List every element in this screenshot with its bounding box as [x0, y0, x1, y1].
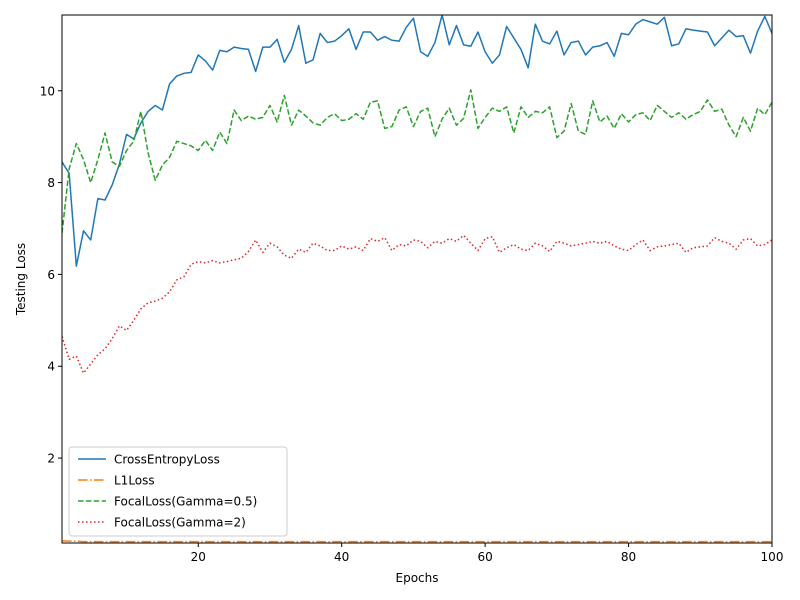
y-tick-label: 4: [47, 360, 55, 374]
plot-frame: [61, 14, 773, 544]
series-line-3: [62, 89, 772, 234]
series-line-2: [62, 539, 772, 543]
legend-label: FocalLoss(Gamma=2): [114, 516, 246, 530]
x-tick-label: 60: [477, 550, 492, 564]
y-tick-label: 6: [47, 268, 55, 282]
series-layer: [62, 15, 772, 543]
series-line-4: [62, 234, 772, 374]
legend: CrossEntropyLoss L1Loss FocalLoss(Gamma=0.…: [68, 446, 288, 537]
series-line-1: [62, 15, 772, 267]
y-tick-label: 10: [40, 84, 55, 98]
legend-box: [68, 446, 288, 537]
axes-layer: 20 40 60 80 100 2 4 6 8 10: [40, 84, 784, 564]
legend-label: L1Loss: [114, 474, 155, 488]
y-tick-label: 2: [47, 452, 55, 466]
y-axis-label: Testing Loss: [14, 243, 28, 316]
y-tick-label: 8: [47, 176, 55, 190]
x-tick-label: 80: [621, 550, 636, 564]
legend-label: FocalLoss(Gamma=0.5): [114, 495, 257, 509]
x-tick-label: 40: [334, 550, 349, 564]
x-tick-label: 20: [191, 550, 206, 564]
x-tick-label: 100: [761, 550, 784, 564]
x-axis-label: Epochs: [396, 571, 439, 585]
legend-label: CrossEntropyLoss: [114, 453, 220, 467]
